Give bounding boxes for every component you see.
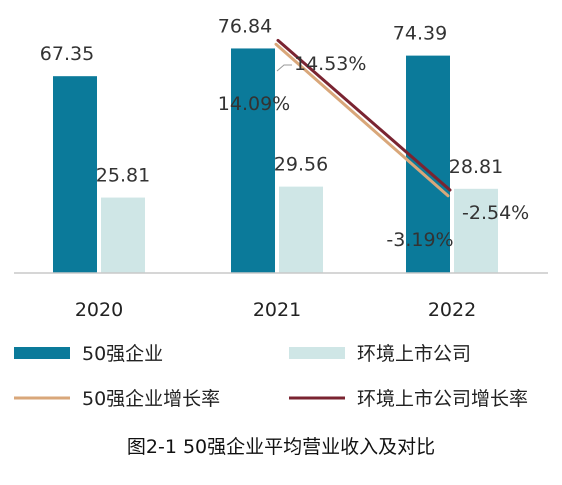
line-listed-growth bbox=[276, 38, 452, 192]
bar-label-listed-2022: 28.81 bbox=[449, 156, 503, 178]
chart: 67.35 76.84 74.39 25.81 29.56 28.81 14.09% -3.1… bbox=[14, 15, 548, 410]
bar-top50-2020 bbox=[53, 76, 97, 274]
line-label-listed-2022: -2.54% bbox=[462, 202, 529, 224]
legend-label-listed: 环境上市公司 bbox=[357, 343, 471, 365]
bar-listed-2021 bbox=[279, 186, 323, 273]
x-tick-2022: 2022 bbox=[428, 299, 476, 321]
legend-label-top50-growth: 50强企业增长率 bbox=[82, 388, 220, 410]
bar-listed-2020 bbox=[101, 197, 145, 273]
legend-swatch-listed bbox=[289, 347, 345, 359]
line-label-top50-2022: -3.19% bbox=[386, 229, 453, 251]
callout-leader-line bbox=[276, 64, 292, 72]
line-label-top50-2021: 14.09% bbox=[218, 93, 290, 115]
legend-swatch-top50 bbox=[14, 347, 70, 359]
bar-label-top50-2021: 76.84 bbox=[218, 15, 272, 37]
bar-top50-2021 bbox=[231, 48, 275, 273]
line-label-listed-2021: 14.53% bbox=[294, 53, 366, 75]
chart-caption: 图2-1 50强企业平均营业收入及对比 bbox=[126, 436, 436, 458]
bar-label-listed-2021: 29.56 bbox=[274, 154, 328, 176]
bar-listed-2022 bbox=[454, 188, 498, 273]
x-tick-2021: 2021 bbox=[253, 299, 301, 321]
legend-label-top50: 50强企业 bbox=[82, 343, 163, 365]
bar-label-top50-2022: 74.39 bbox=[393, 23, 447, 45]
legend-label-listed-growth: 环境上市公司增长率 bbox=[357, 388, 528, 410]
bar-label-listed-2020: 25.81 bbox=[96, 165, 150, 187]
line-top50-growth bbox=[274, 42, 450, 198]
x-tick-2020: 2020 bbox=[75, 299, 123, 321]
bar-label-top50-2020: 67.35 bbox=[40, 43, 94, 65]
